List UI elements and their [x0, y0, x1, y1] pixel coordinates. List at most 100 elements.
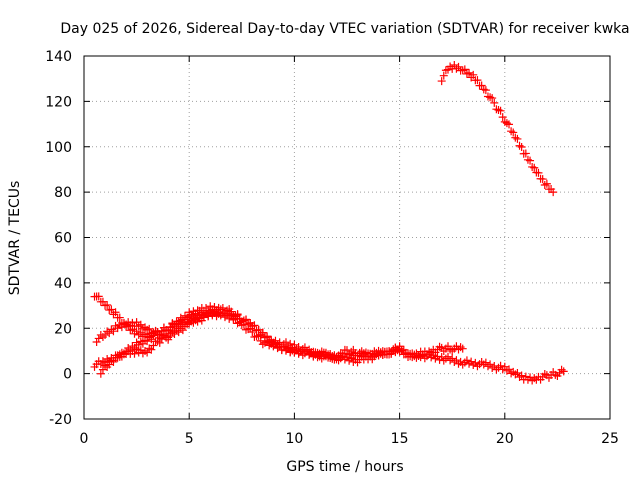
data-point	[538, 175, 547, 184]
data-point	[488, 94, 497, 103]
grid-lines	[84, 56, 610, 419]
data-point	[462, 356, 471, 365]
data-point	[132, 318, 141, 327]
y-tick-label: 120	[45, 94, 72, 110]
data-point	[496, 106, 505, 115]
data-point	[448, 354, 457, 363]
series-track-d	[96, 308, 215, 378]
data-point	[498, 113, 507, 122]
data-point	[465, 359, 474, 368]
data-point	[496, 361, 505, 370]
x-tick-label: 15	[391, 431, 409, 447]
data-point	[98, 332, 107, 341]
data-point	[94, 292, 103, 301]
data-point	[149, 341, 158, 350]
data-point	[281, 338, 290, 347]
data-point	[481, 358, 490, 367]
data-point	[437, 77, 446, 86]
y-tick-label: 140	[45, 49, 72, 65]
data-point	[96, 369, 105, 378]
data-point	[98, 365, 107, 374]
data-point	[517, 371, 526, 380]
data-point	[469, 70, 478, 79]
data-point	[542, 179, 551, 188]
data-point	[105, 360, 114, 369]
series-track-c	[90, 306, 404, 371]
data-point	[460, 358, 469, 367]
data-point	[443, 352, 452, 361]
data-point	[505, 120, 514, 129]
data-point	[490, 98, 499, 107]
y-tick-label: 0	[63, 367, 72, 383]
data-point	[473, 76, 482, 85]
data-point	[115, 313, 124, 322]
data-point	[492, 105, 501, 114]
chart-title: Day 025 of 2026, Sidereal Day-to-day VTE…	[60, 21, 629, 37]
data-point	[126, 345, 135, 354]
data-point	[115, 352, 124, 361]
data-point	[414, 352, 423, 361]
data-point	[534, 168, 543, 177]
data-point	[441, 66, 450, 75]
data-point	[109, 327, 118, 336]
data-point	[147, 345, 156, 354]
y-tick-label: 40	[54, 276, 72, 292]
data-point	[263, 332, 272, 341]
plot-frame	[83, 55, 611, 420]
data-point	[473, 362, 482, 371]
data-point	[109, 357, 118, 366]
data-point	[254, 325, 263, 334]
data-point	[395, 344, 404, 353]
data-point	[486, 93, 495, 102]
data-point	[511, 133, 520, 142]
y-tick-label: 80	[54, 185, 72, 201]
series-track-e	[437, 60, 558, 197]
y-tick-label: -20	[49, 412, 72, 428]
data-point	[94, 334, 103, 343]
y-tick-label: 60	[54, 231, 72, 247]
data-point	[481, 86, 490, 95]
data-point	[103, 300, 112, 309]
data-point	[526, 156, 535, 165]
data-point	[479, 85, 488, 94]
data-point	[460, 65, 469, 74]
data-point	[107, 325, 116, 334]
data-point	[494, 363, 503, 372]
data-point	[549, 188, 558, 197]
data-point	[530, 163, 539, 172]
axis-ticks	[83, 55, 611, 420]
y-tick-label: 20	[54, 321, 72, 337]
data-point	[517, 142, 526, 151]
data-point	[258, 328, 267, 337]
y-axis-label: SDTVAR / TECUs	[7, 181, 23, 296]
data-point	[540, 180, 549, 189]
data-point	[513, 134, 522, 143]
data-point	[483, 92, 492, 101]
data-point	[477, 81, 486, 90]
data-point	[439, 71, 448, 80]
data-point	[450, 60, 459, 69]
data-point	[528, 162, 537, 171]
data-point	[515, 141, 524, 150]
data-point	[486, 360, 495, 369]
data-point	[502, 119, 511, 128]
data-point	[145, 324, 154, 333]
data-point	[111, 308, 120, 317]
data-point	[523, 155, 532, 164]
data-point	[521, 149, 530, 158]
data-point	[494, 105, 503, 114]
x-tick-label: 0	[80, 431, 89, 447]
x-tick-label: 20	[496, 431, 514, 447]
data-point	[136, 320, 145, 329]
data-point	[507, 127, 516, 136]
data-point	[500, 362, 509, 371]
data-point	[107, 305, 116, 314]
data-point	[183, 317, 192, 326]
data-point	[509, 128, 518, 137]
data-point	[233, 310, 242, 319]
data-points	[90, 60, 568, 385]
data-point	[452, 356, 461, 365]
data-point	[250, 321, 259, 330]
data-point	[454, 359, 463, 368]
